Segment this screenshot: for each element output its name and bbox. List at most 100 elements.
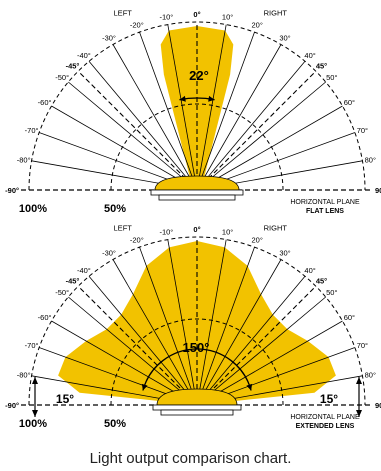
angle-label: -10° bbox=[159, 13, 173, 22]
right-label: RIGHT bbox=[264, 8, 288, 17]
fixture-body bbox=[160, 409, 234, 416]
angle-label: 45° bbox=[316, 62, 327, 71]
beam-angle-value: 150° bbox=[183, 340, 210, 355]
angle-label: -40° bbox=[77, 51, 91, 60]
beam-angle-arrowhead bbox=[208, 95, 215, 102]
angle-label: -20° bbox=[130, 21, 144, 30]
fixture-base bbox=[152, 404, 242, 411]
side-angle-arrowhead bbox=[356, 377, 362, 384]
radial-line bbox=[196, 105, 343, 191]
angle-label: 20° bbox=[252, 21, 263, 30]
side-angle-arrowhead bbox=[356, 410, 362, 417]
angle-label: -80° bbox=[17, 370, 31, 379]
angle-label: 50° bbox=[326, 288, 337, 297]
angle-label: 40° bbox=[304, 266, 315, 275]
beam-angle-arrowhead bbox=[179, 95, 186, 102]
radial-line bbox=[112, 259, 198, 406]
side-angle-arrowhead bbox=[32, 377, 38, 384]
angle-label: 80° bbox=[365, 155, 376, 164]
angle-label: -70° bbox=[25, 126, 39, 135]
lens-dome bbox=[156, 388, 238, 406]
angle-label: 30° bbox=[279, 34, 290, 43]
percent-100-label: 100% bbox=[19, 203, 47, 215]
angle-label: -50° bbox=[55, 73, 69, 82]
angle-label: 90° bbox=[375, 401, 381, 410]
radial-line bbox=[112, 44, 198, 191]
radial-line bbox=[196, 239, 227, 406]
angle-label: -60° bbox=[38, 98, 52, 107]
fixture-body bbox=[158, 194, 236, 201]
left-label: LEFT bbox=[114, 8, 133, 17]
angle-label: -40° bbox=[77, 266, 91, 275]
angle-label: -30° bbox=[102, 34, 116, 43]
angle-label: 20° bbox=[252, 236, 263, 245]
radial-line bbox=[167, 239, 198, 406]
lens-type-label: FLAT LENS bbox=[306, 208, 344, 215]
angle-label: 40° bbox=[304, 51, 315, 60]
beam-angle-arrowhead bbox=[141, 383, 148, 391]
beam-angle-arrowhead bbox=[246, 383, 253, 391]
radial-line bbox=[196, 259, 282, 406]
angle-label: 60° bbox=[344, 98, 355, 107]
angle-label: -90° bbox=[5, 186, 19, 195]
radial-line bbox=[139, 31, 198, 191]
angle-label: -80° bbox=[17, 155, 31, 164]
angle-label: -20° bbox=[130, 236, 144, 245]
radial-line bbox=[196, 31, 255, 191]
inner-50-percent-arc bbox=[110, 103, 284, 191]
angle-label: -50° bbox=[55, 288, 69, 297]
angle-label: -45° bbox=[66, 62, 80, 71]
angle-label: -60° bbox=[38, 313, 52, 322]
fixture-base bbox=[150, 189, 244, 196]
radial-line bbox=[196, 70, 317, 191]
percent-50-label: 50% bbox=[104, 203, 126, 215]
radial-line bbox=[196, 276, 306, 406]
radial-line bbox=[196, 24, 227, 191]
angle-label: -10° bbox=[159, 228, 173, 237]
radial-line bbox=[196, 81, 326, 191]
radial-line bbox=[77, 70, 198, 191]
angle-label: 50° bbox=[326, 73, 337, 82]
radial-line bbox=[196, 44, 282, 191]
angle-label: 70° bbox=[357, 341, 368, 350]
beam-angle-value: 22° bbox=[189, 68, 209, 83]
side-angle-value: 15° bbox=[320, 392, 338, 406]
radial-line bbox=[51, 105, 198, 191]
angle-label: 0° bbox=[193, 10, 200, 19]
angle-label: -90° bbox=[5, 401, 19, 410]
beam-angle-arc bbox=[142, 348, 252, 391]
radial-line bbox=[68, 296, 198, 406]
left-label: LEFT bbox=[114, 223, 133, 232]
radial-line bbox=[167, 24, 198, 191]
angle-label: -70° bbox=[25, 341, 39, 350]
radial-line bbox=[88, 276, 198, 406]
percent-50-label: 50% bbox=[104, 418, 126, 430]
side-angle-arrowhead bbox=[32, 410, 38, 417]
angle-label: 80° bbox=[365, 370, 376, 379]
extended-lens-polar-diagram: -90° -80° -70° -60° -50° -45° -40° -30° -20° -10°… bbox=[5, 223, 381, 430]
lens-dome bbox=[154, 175, 240, 191]
right-label: RIGHT bbox=[264, 223, 288, 232]
angle-label: 0° bbox=[193, 225, 200, 234]
radial-line bbox=[196, 61, 306, 191]
angle-label: 10° bbox=[222, 13, 233, 22]
flat-lens-polar-diagram: -90° -80° -70° -60° -50° -45° -40° -30° -20° -10°… bbox=[5, 8, 381, 215]
angle-label: 45° bbox=[316, 277, 327, 286]
radial-line bbox=[77, 285, 198, 406]
angle-label: 10° bbox=[222, 228, 233, 237]
horizontal-plane-label: HORIZONTAL PLANE bbox=[290, 199, 360, 206]
radial-line bbox=[139, 246, 198, 406]
radial-line bbox=[88, 61, 198, 191]
radial-line bbox=[68, 81, 198, 191]
percent-100-label: 100% bbox=[19, 418, 47, 430]
horizontal-plane-label: HORIZONTAL PLANE bbox=[290, 414, 360, 421]
angle-label: 90° bbox=[375, 186, 381, 195]
lens-type-label: EXTENDED LENS bbox=[296, 423, 355, 430]
radial-line bbox=[196, 296, 326, 406]
chart-caption: Light output comparison chart. bbox=[89, 450, 292, 467]
angle-label: -30° bbox=[102, 249, 116, 258]
angle-label: 70° bbox=[357, 126, 368, 135]
outer-100-percent-arc bbox=[28, 21, 366, 191]
radial-line bbox=[196, 246, 255, 406]
